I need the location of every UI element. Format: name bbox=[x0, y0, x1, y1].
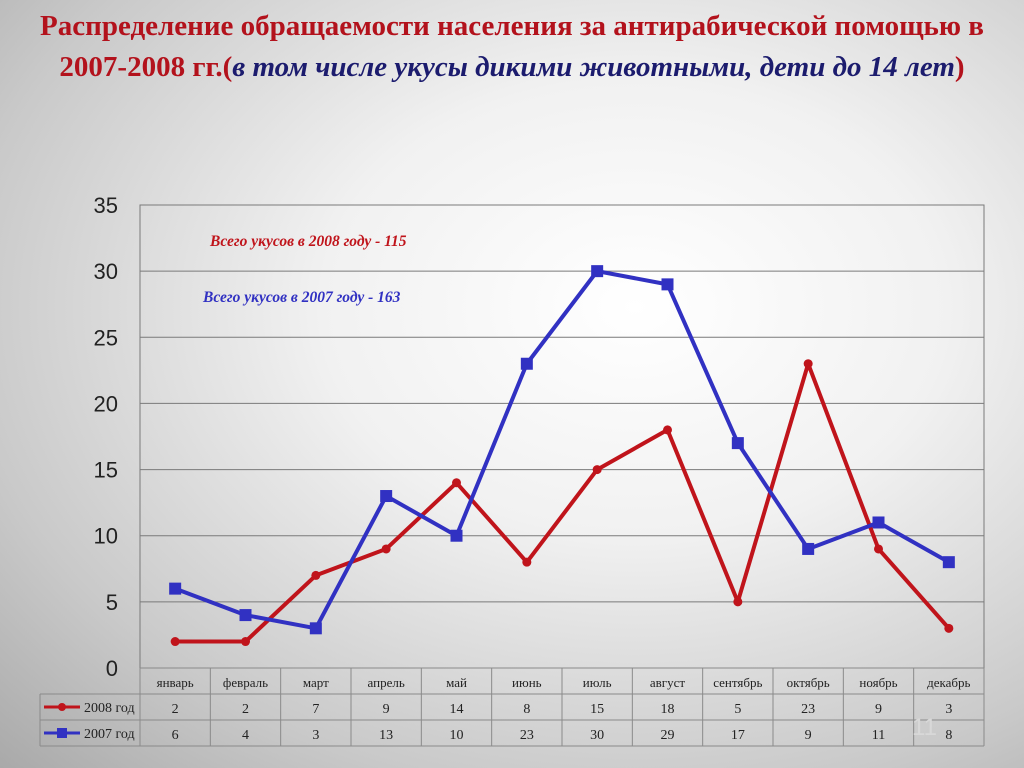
data-point bbox=[872, 516, 885, 529]
title-close: ) bbox=[954, 51, 965, 83]
title-main: Распределение обращаемости населения за … bbox=[40, 10, 984, 83]
table-value: 5 bbox=[734, 702, 741, 717]
y-tick-label: 15 bbox=[94, 458, 118, 483]
data-point bbox=[170, 637, 180, 647]
data-point bbox=[592, 465, 602, 475]
y-tick-label: 10 bbox=[94, 524, 118, 549]
table-value: 8 bbox=[523, 702, 530, 717]
x-category-label: апрель bbox=[368, 675, 405, 690]
data-point bbox=[169, 582, 182, 595]
table-value: 17 bbox=[731, 728, 745, 743]
series-line-2007-год bbox=[174, 269, 950, 631]
table-value: 2 bbox=[242, 702, 249, 717]
series-line-2008-год bbox=[175, 361, 951, 644]
data-point bbox=[309, 622, 322, 635]
x-category-label: январь bbox=[157, 675, 194, 690]
data-point bbox=[874, 544, 883, 554]
table-value: 3 bbox=[945, 702, 952, 717]
table-value: 2 bbox=[172, 702, 179, 717]
table-value: 15 bbox=[590, 702, 604, 717]
table-value: 3 bbox=[312, 728, 319, 743]
x-category-label: июнь bbox=[512, 675, 542, 690]
table-value: 10 bbox=[450, 728, 464, 743]
data-point bbox=[663, 425, 672, 435]
legend-label: 2008 год bbox=[84, 701, 135, 716]
data-point bbox=[452, 478, 461, 488]
x-category-label: ноябрь bbox=[859, 675, 897, 690]
table-value: 9 bbox=[805, 728, 812, 743]
data-point bbox=[731, 437, 744, 450]
x-category-label: март bbox=[303, 675, 329, 690]
data-point bbox=[591, 265, 604, 278]
y-tick-label: 0 bbox=[106, 656, 118, 681]
y-tick-label: 20 bbox=[94, 391, 118, 416]
table-value: 7 bbox=[312, 702, 319, 717]
data-point bbox=[522, 557, 532, 567]
x-category-label: май bbox=[446, 675, 467, 690]
data-point bbox=[733, 597, 743, 607]
table-value: 13 bbox=[379, 728, 393, 743]
table-value: 11 bbox=[872, 728, 885, 743]
total-2007-note: Всего укусов в 2007 году - 163 bbox=[203, 289, 401, 306]
table-value: 6 bbox=[172, 728, 179, 743]
chart-title: Распределение обращаемости населения за … bbox=[20, 6, 1004, 88]
data-point bbox=[241, 637, 250, 647]
table-value: 23 bbox=[520, 728, 534, 743]
legend-label: 2007 год bbox=[84, 727, 135, 742]
table-value: 4 bbox=[242, 728, 249, 743]
table-value: 8 bbox=[945, 728, 952, 743]
x-category-label: октябрь bbox=[787, 675, 830, 690]
table-value: 9 bbox=[383, 702, 390, 717]
x-category-label: июль bbox=[583, 675, 612, 690]
legend-marker bbox=[57, 728, 67, 738]
table-value: 18 bbox=[661, 702, 675, 717]
table-value: 29 bbox=[661, 728, 675, 743]
table-value: 9 bbox=[875, 702, 882, 717]
y-tick-label: 25 bbox=[94, 325, 118, 350]
data-point bbox=[944, 623, 954, 633]
data-point bbox=[661, 278, 674, 291]
data-point bbox=[380, 490, 393, 503]
table-value: 14 bbox=[450, 702, 464, 717]
data-point bbox=[381, 544, 391, 554]
table-value: 30 bbox=[590, 728, 604, 743]
data-point bbox=[942, 556, 955, 569]
data-point bbox=[311, 570, 321, 580]
y-tick-label: 5 bbox=[106, 590, 118, 615]
data-point bbox=[239, 609, 252, 622]
title-subtitle: в том числе укусы дикими животными, дети… bbox=[232, 51, 955, 83]
x-category-label: февраль bbox=[223, 675, 268, 690]
data-point bbox=[450, 529, 463, 542]
data-point bbox=[520, 357, 533, 370]
y-tick-label: 30 bbox=[94, 259, 118, 284]
slide-number: 11 bbox=[912, 714, 937, 741]
x-category-label: август bbox=[650, 675, 686, 690]
legend-marker bbox=[58, 703, 66, 711]
x-category-label: декабрь bbox=[927, 675, 970, 690]
y-tick-label: 35 bbox=[94, 193, 118, 218]
plot-area bbox=[139, 204, 985, 669]
x-category-label: сентябрь bbox=[713, 675, 762, 690]
total-2008-note: Всего укусов в 2008 году - 115 bbox=[210, 233, 407, 250]
table-value: 23 bbox=[801, 702, 815, 717]
data-point bbox=[802, 542, 815, 555]
data-point bbox=[803, 359, 813, 369]
